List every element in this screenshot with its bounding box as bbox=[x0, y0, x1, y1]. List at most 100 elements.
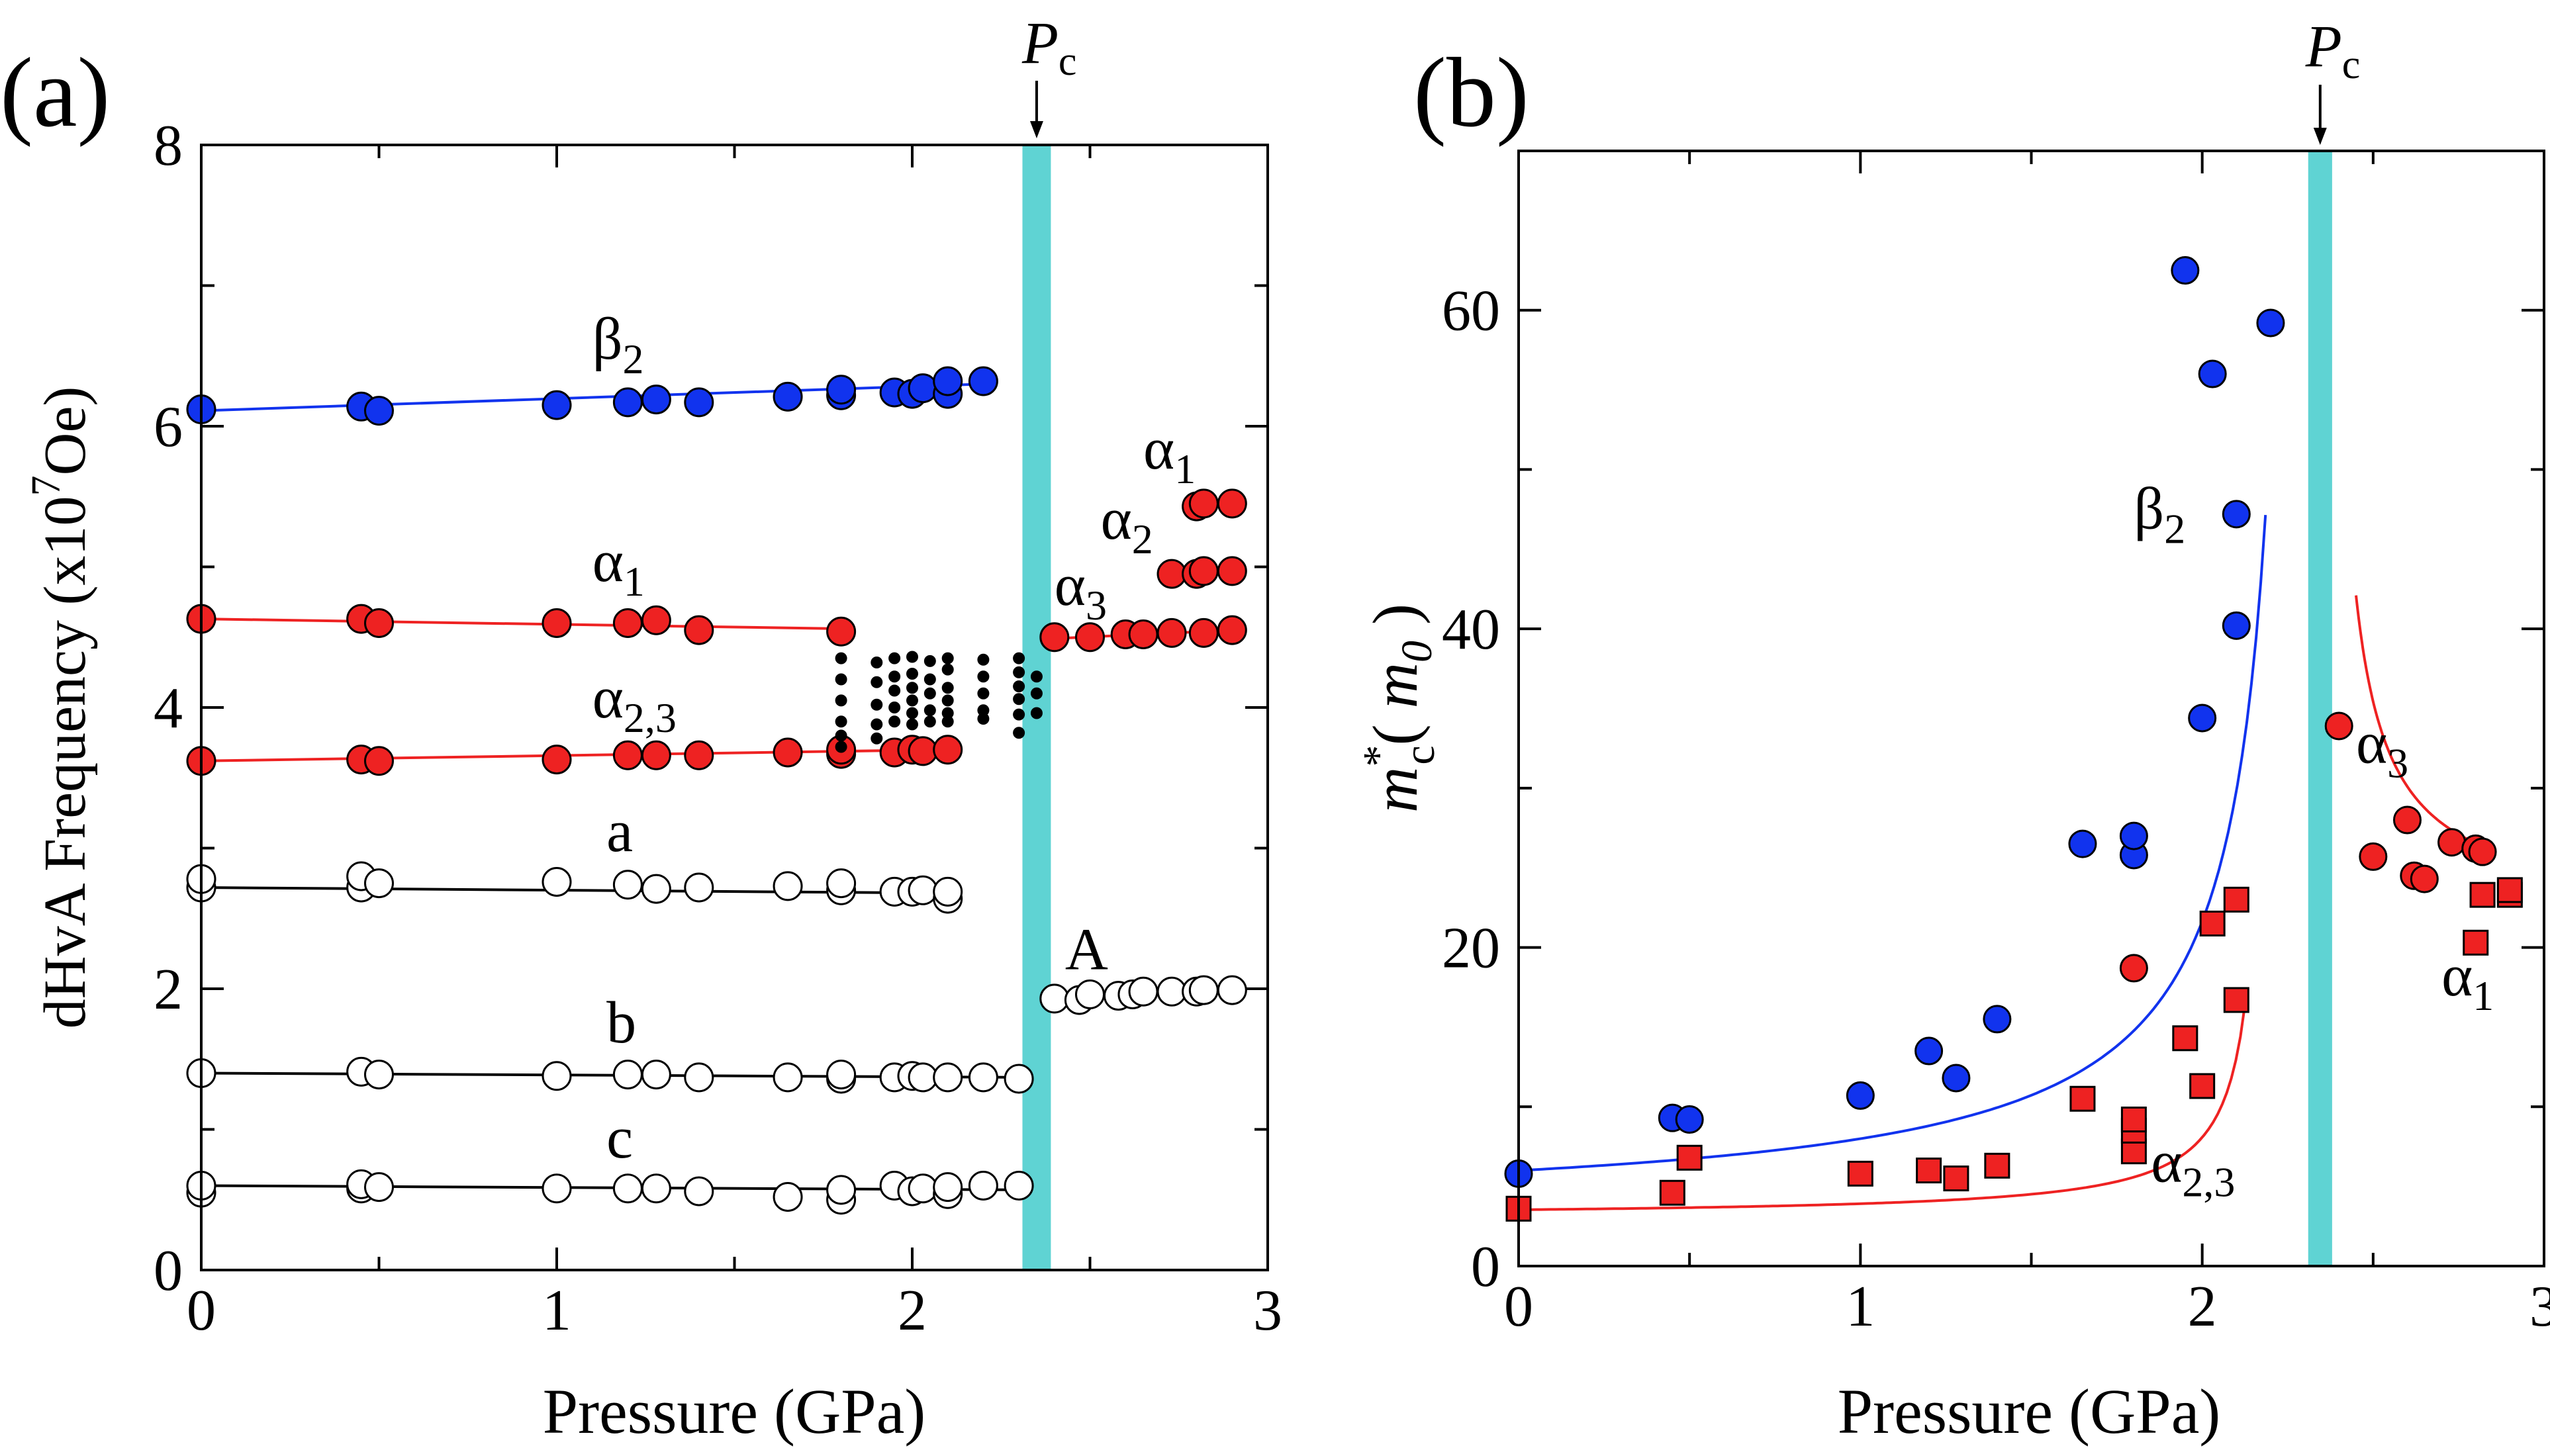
critical-pressure-label-a: Pc bbox=[1021, 11, 1077, 138]
data-point bbox=[684, 387, 714, 418]
y-label-c-b: c bbox=[1395, 745, 1444, 764]
data-point bbox=[612, 1060, 643, 1090]
data-point bbox=[684, 1062, 714, 1093]
data-point bbox=[908, 1173, 938, 1204]
data-point bbox=[1217, 556, 1247, 586]
data-point bbox=[2256, 308, 2285, 338]
data-point bbox=[1846, 1081, 1875, 1110]
annotation-sub: 2,3 bbox=[624, 694, 677, 741]
data-point bbox=[2359, 842, 2388, 871]
annotation-main: β bbox=[592, 306, 623, 372]
data-point bbox=[933, 1172, 963, 1203]
data-point bbox=[1075, 622, 1105, 653]
data-point-square bbox=[2223, 886, 2249, 913]
y-axis-label-a: dHvA Frequency (x107Oe) bbox=[24, 387, 98, 1029]
data-point-dot bbox=[977, 687, 990, 700]
data-point-dot bbox=[906, 668, 918, 680]
data-point-dot bbox=[923, 715, 936, 728]
data-point bbox=[908, 736, 938, 766]
pc-sub-a: c bbox=[1059, 39, 1077, 84]
series-annotation: a bbox=[606, 799, 633, 864]
annotation-sub: 1 bbox=[1174, 445, 1196, 492]
series-annotation: α3 bbox=[2356, 710, 2408, 786]
data-point bbox=[1942, 1064, 1971, 1093]
panel-label-b: (b) bbox=[1413, 38, 1529, 148]
data-point bbox=[2171, 256, 2200, 285]
data-point bbox=[542, 1061, 572, 1091]
y-tick-label: 0 bbox=[1471, 1235, 1500, 1299]
data-point-dot bbox=[1030, 707, 1043, 719]
data-point bbox=[641, 874, 671, 904]
data-point-dot bbox=[871, 657, 883, 668]
data-point bbox=[1157, 617, 1187, 648]
y-label-star-b: * bbox=[1354, 745, 1403, 767]
y-axis-label-b: m*c( m0 ) bbox=[1354, 604, 1444, 813]
data-point-dot bbox=[906, 718, 918, 731]
data-point bbox=[1157, 559, 1187, 589]
data-point bbox=[641, 605, 671, 635]
data-point bbox=[1128, 976, 1158, 1007]
data-point-square bbox=[1943, 1165, 1969, 1192]
data-point-dot bbox=[835, 729, 847, 742]
data-point bbox=[1217, 488, 1247, 519]
data-point-dot bbox=[888, 670, 901, 683]
data-point bbox=[2119, 954, 2148, 983]
data-point bbox=[968, 1062, 998, 1093]
data-point bbox=[933, 366, 963, 396]
y-label-m-b: m bbox=[1360, 767, 1431, 813]
data-point bbox=[612, 1173, 643, 1204]
data-point bbox=[364, 608, 394, 638]
data-point-dot bbox=[941, 663, 954, 676]
data-point bbox=[2188, 704, 2217, 733]
data-point bbox=[933, 1062, 963, 1093]
data-point bbox=[542, 867, 572, 897]
data-point bbox=[641, 385, 671, 415]
data-point-square bbox=[2469, 882, 2496, 908]
data-point-dot bbox=[871, 718, 883, 731]
data-point bbox=[1914, 1036, 1944, 1066]
data-point-dot bbox=[871, 676, 883, 688]
data-point bbox=[773, 381, 803, 412]
data-point bbox=[1217, 975, 1247, 1005]
data-point bbox=[1983, 1005, 2012, 1034]
data-point-dot bbox=[835, 673, 847, 686]
data-point bbox=[908, 373, 938, 404]
data-point bbox=[641, 1060, 671, 1090]
data-point-square bbox=[2189, 1073, 2216, 1099]
fit-curves-b bbox=[1518, 514, 2494, 1211]
x-tick-label: 2 bbox=[2188, 1275, 2217, 1339]
annotation-sub: 2 bbox=[2164, 505, 2185, 552]
plot-frame-b bbox=[1517, 150, 2545, 1267]
data-point-dot bbox=[977, 704, 990, 717]
data-point bbox=[364, 746, 394, 776]
data-point-dot bbox=[941, 682, 954, 694]
series-annotation: A bbox=[1065, 917, 1108, 982]
data-point-dot bbox=[835, 652, 847, 664]
y-label-unit-a: Oe) bbox=[32, 387, 98, 476]
x-tick-label: 2 bbox=[898, 1279, 927, 1343]
fit-line bbox=[201, 886, 948, 895]
data-point bbox=[542, 390, 572, 420]
data-point-dot bbox=[906, 682, 918, 694]
annotation-sub: 1 bbox=[624, 558, 645, 605]
annotation-main: α bbox=[1055, 553, 1086, 618]
x-tick-label: 3 bbox=[1253, 1279, 1282, 1343]
data-point bbox=[773, 737, 803, 768]
x-tick-label: 3 bbox=[2529, 1275, 2550, 1339]
pc-main-a: P bbox=[1021, 11, 1059, 76]
data-marks-a bbox=[186, 366, 1247, 1215]
annotation-sub: 3 bbox=[2387, 739, 2408, 786]
y-tick-label: 6 bbox=[154, 395, 183, 459]
data-point-square bbox=[1984, 1152, 2010, 1179]
data-point-dot bbox=[977, 670, 990, 683]
annotation-sub: 2 bbox=[622, 336, 643, 383]
data-point-dot bbox=[941, 694, 954, 707]
data-point-dot bbox=[941, 707, 954, 719]
data-point bbox=[773, 1062, 803, 1093]
y-label-paren-b: ( bbox=[1360, 708, 1431, 745]
data-point bbox=[2324, 711, 2353, 741]
